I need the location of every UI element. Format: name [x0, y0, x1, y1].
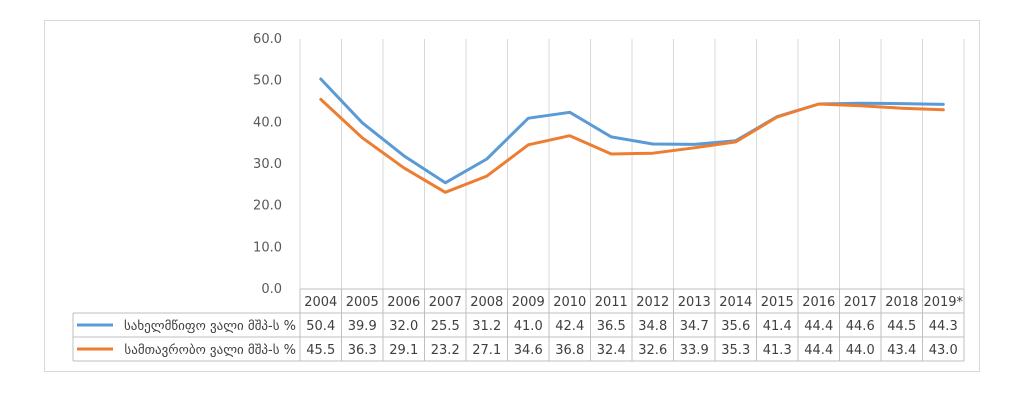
x-tick-label: 2015 — [761, 295, 794, 310]
data-label: 39.9 — [348, 319, 377, 334]
data-label: 43.4 — [887, 343, 916, 358]
x-tick-label: 2019* — [923, 295, 963, 310]
x-tick-label: 2006 — [387, 295, 420, 310]
data-label: 44.0 — [846, 343, 875, 358]
y-tick-label: 50.0 — [253, 74, 282, 89]
data-label: 34.7 — [680, 319, 709, 334]
data-label: 42.4 — [555, 319, 584, 334]
data-label: 44.4 — [804, 343, 833, 358]
data-label: 35.6 — [721, 319, 750, 334]
x-tick-label: 2008 — [470, 295, 503, 310]
data-label: 44.4 — [804, 319, 833, 334]
x-tick-label: 2004 — [304, 295, 337, 310]
x-tick-label: 2012 — [636, 295, 669, 310]
gridlines — [299, 39, 965, 289]
y-tick-label: 10.0 — [253, 240, 282, 255]
x-tick-label: 2018 — [885, 295, 918, 310]
x-tick-label: 2013 — [678, 295, 711, 310]
y-axis-ticks: 0.0 10.0 20.0 30.0 40.0 50.0 60.0 — [253, 32, 282, 297]
data-label: 36.8 — [555, 343, 584, 358]
legend-label: სამთავრობო ვალი მშპ-ს % — [124, 343, 296, 358]
line-chart: 0.0 10.0 20.0 30.0 40.0 50.0 60.0 2004 2005 2006… — [72, 32, 965, 362]
data-label: 44.6 — [846, 319, 875, 334]
x-tick-label: 2016 — [802, 295, 835, 310]
data-label: 41.4 — [763, 319, 792, 334]
series-lines — [319, 77, 945, 194]
data-label: 32.6 — [638, 343, 667, 358]
data-label: 43.0 — [929, 343, 958, 358]
data-table: 2004 2005 2006 2007 2008 2009 2010 2011 2012 2013… — [72, 288, 965, 362]
x-tick-label: 2017 — [844, 295, 877, 310]
data-label: 29.1 — [389, 343, 418, 358]
y-tick-label: 20.0 — [253, 199, 282, 214]
y-tick-label: 60.0 — [253, 32, 282, 47]
x-tick-label: 2009 — [512, 295, 545, 310]
data-label: 36.3 — [348, 343, 377, 358]
data-label: 27.1 — [472, 343, 501, 358]
y-tick-label: 30.0 — [253, 157, 282, 172]
data-label: 41.0 — [514, 319, 543, 334]
legend-label: სახელმწიფო ვალი მშპ-ს % — [124, 319, 296, 334]
data-label: 50.4 — [306, 319, 335, 334]
y-tick-label: 40.0 — [253, 115, 282, 130]
data-label: 36.5 — [597, 319, 626, 334]
data-label: 44.3 — [929, 319, 958, 334]
x-tick-label: 2011 — [595, 295, 628, 310]
data-label: 32.0 — [389, 319, 418, 334]
data-label: 31.2 — [472, 319, 501, 334]
data-label: 32.4 — [597, 343, 626, 358]
data-label: 23.2 — [431, 343, 460, 358]
data-label: 33.9 — [680, 343, 709, 358]
x-tick-label: 2010 — [553, 295, 586, 310]
series-line — [319, 97, 945, 194]
y-tick-label: 0.0 — [261, 282, 282, 297]
x-tick-label: 2007 — [429, 295, 462, 310]
data-label: 35.3 — [721, 343, 750, 358]
x-tick-label: 2014 — [719, 295, 752, 310]
data-label: 44.5 — [887, 319, 916, 334]
data-label: 41.3 — [763, 343, 792, 358]
data-label: 34.6 — [514, 343, 543, 358]
data-label: 34.8 — [638, 319, 667, 334]
data-label: 45.5 — [306, 343, 335, 358]
data-label: 25.5 — [431, 319, 460, 334]
x-tick-label: 2005 — [346, 295, 379, 310]
chart-frame: 0.0 10.0 20.0 30.0 40.0 50.0 60.0 2004 2005 2006… — [44, 20, 980, 372]
